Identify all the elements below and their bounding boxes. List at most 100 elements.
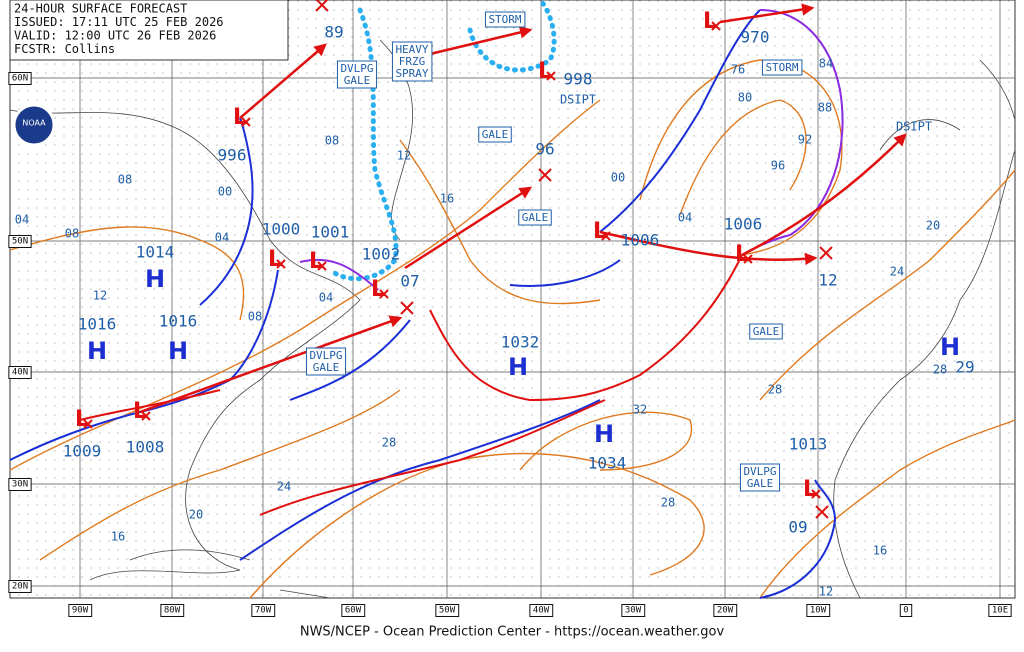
longitude-label-box (251, 604, 276, 617)
low-symbol: L (735, 242, 749, 267)
low-symbol: L (538, 59, 552, 84)
latitude-label-text: 50N (12, 237, 28, 247)
isobar-label: 80 (738, 91, 752, 105)
dissipating-label: DSIPT (560, 93, 596, 107)
isobar-label: 04 (215, 231, 229, 245)
forecast-position (400, 301, 414, 315)
warning-text: STORM (488, 13, 521, 26)
header-line: 24-HOUR SURFACE FORECAST (14, 2, 187, 16)
longitude-label-text: 10E (992, 606, 1008, 616)
forecast-position (538, 168, 552, 182)
low-pressure: 1000 (262, 220, 301, 239)
isobar-label: 28 (933, 363, 947, 377)
isobar-label: 32 (633, 403, 647, 417)
longitude-label-box (341, 604, 366, 617)
low-cross (811, 489, 821, 499)
forecast-pressure: 96 (535, 140, 554, 159)
forecast-position (819, 246, 833, 260)
latitude-label-text: 30N (12, 480, 28, 490)
isobar-label: 28 (661, 496, 675, 510)
low-cross (379, 289, 389, 299)
low-cross (83, 419, 93, 429)
longitude-label: 80W (160, 604, 185, 617)
isobar-label: 84 (819, 57, 833, 71)
warning: GALE (478, 126, 512, 143)
high-symbol: H (145, 265, 165, 293)
isobar-label: 04 (678, 211, 692, 225)
latitude-label: 20N (8, 580, 32, 593)
isobar-label: 16 (440, 192, 454, 206)
longitude-label-text: 30W (625, 606, 642, 616)
header-line: FCSTR: Collins (14, 42, 115, 56)
warning-box (305, 347, 347, 376)
footer: NWS/NCEP - Ocean Prediction Center - htt… (300, 625, 725, 640)
longitude-label-box (160, 604, 185, 617)
latitude-label-box (8, 366, 32, 379)
longitude-label-box (529, 604, 554, 617)
longitude-label-text: 20W (717, 606, 734, 616)
isobars (9, 59, 1016, 599)
isobar-label: 04 (319, 291, 333, 305)
map-frame (9, 0, 1016, 599)
longitude-label: 60W (341, 604, 366, 617)
low-cross (317, 261, 327, 271)
latitude-label-text: 60N (12, 74, 28, 84)
low-symbol: L (309, 249, 323, 274)
longitude-label-text: 70W (255, 606, 272, 616)
low-pressure: 1013 (789, 435, 828, 454)
isobar-label: 28 (768, 383, 782, 397)
forecast-pressure: 07 (400, 272, 419, 291)
isobar-label: 08 (118, 173, 132, 187)
warning-text: GALE (522, 211, 549, 224)
warning: DVLPG GALE (305, 347, 347, 376)
isobar-label: 00 (218, 185, 232, 199)
isobar-label: 28 (382, 436, 396, 450)
freezing-spray-area (467, 0, 557, 73)
isobar-label: 88 (818, 101, 832, 115)
isobar-label: 16 (111, 530, 125, 544)
high-pressure: 1016 (159, 312, 198, 331)
isobar-label: 24 (277, 480, 291, 494)
longitude-label-box (621, 604, 646, 617)
high-pressure: 1032 (501, 333, 540, 352)
longitude-label-box (713, 604, 738, 617)
latitude-label-text: 20N (12, 582, 28, 592)
low-symbol: L (593, 219, 607, 244)
warning-text: HEAVY FRZG SPRAY (395, 43, 428, 80)
isobar-label: 24 (890, 265, 904, 279)
low-pressure: 1008 (126, 438, 165, 457)
warning-box (518, 209, 552, 226)
low-symbol: L (703, 9, 717, 34)
warning-box (484, 11, 526, 28)
high-pressure: 1014 (136, 243, 175, 262)
noaa-logo: NOAA (12, 103, 56, 147)
latitude-label: 50N (8, 235, 32, 248)
high-symbol: H (168, 337, 188, 365)
low-symbol: L (133, 399, 147, 424)
longitude-label-box (988, 604, 1012, 617)
longitude-label: 40W (529, 604, 554, 617)
latitude-label: 40N (8, 366, 32, 379)
low-cross (601, 231, 611, 241)
longitude-label-text: 40W (533, 606, 550, 616)
low-pressure: 1002 (362, 245, 401, 264)
warning-box (391, 41, 433, 82)
forecast-position (815, 505, 829, 519)
isobar-label: 08 (248, 310, 262, 324)
isobar-label: 04 (15, 213, 29, 227)
header-line: ISSUED: 17:11 UTC 25 FEB 2026 (14, 15, 224, 29)
latitude-label-box (8, 580, 32, 593)
low-cross (276, 259, 286, 269)
warning-text: GALE (482, 128, 509, 141)
logo-text: NOAA (22, 119, 46, 128)
high-symbol: H (508, 353, 528, 381)
longitude-label-box (435, 604, 460, 617)
low-cross (241, 117, 251, 127)
latitude-label-box (8, 72, 32, 85)
warning-text: GALE (753, 325, 780, 338)
warning: GALE (518, 209, 552, 226)
latitude-label-text: 40N (12, 368, 28, 378)
low-symbol: L (803, 477, 817, 502)
